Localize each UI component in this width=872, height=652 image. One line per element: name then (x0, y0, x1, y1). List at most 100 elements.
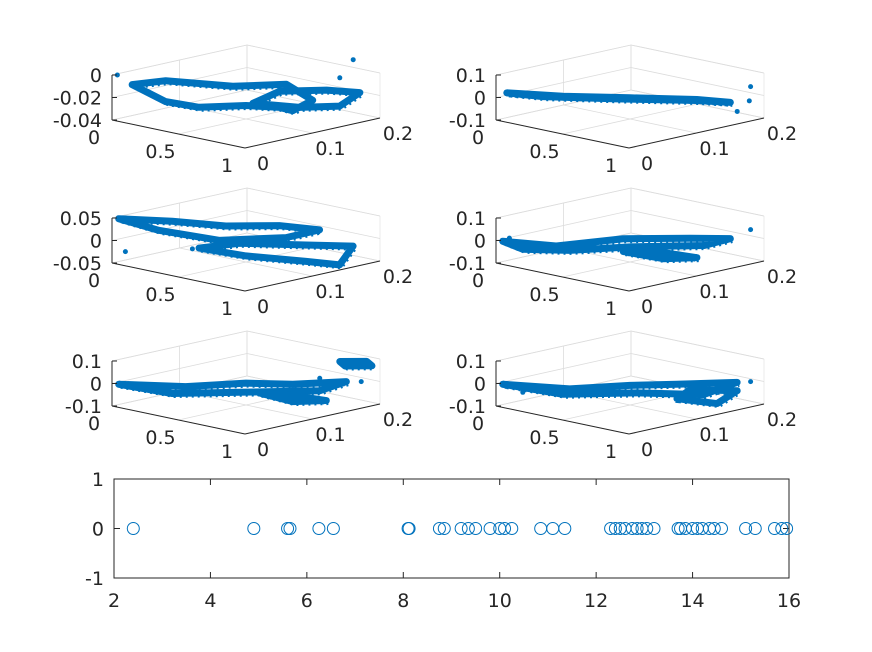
data-point (326, 522, 340, 535)
box-top-edge (111, 330, 381, 362)
point-cloud-band-inner (625, 253, 700, 264)
y-axis-line (495, 262, 630, 292)
y-tick-label: 0.5 (145, 427, 175, 449)
x-tick-label: 10 (488, 590, 512, 612)
x-tick-label: 14 (680, 590, 704, 612)
z-tick-label: -0.02 (53, 88, 102, 110)
x-tick-label: 0.2 (383, 123, 413, 145)
point-cloud-band-inner (504, 383, 740, 400)
data-point (748, 522, 762, 535)
data-point (671, 522, 685, 535)
box-top-edge (495, 187, 765, 219)
x-tick-label: 12 (584, 590, 608, 612)
data-point (461, 522, 475, 535)
z-gridline (111, 330, 381, 362)
x-axis-line (244, 403, 381, 435)
data-point (498, 522, 512, 535)
x-tick-label: 0 (641, 439, 653, 461)
x-tick-label: 0.1 (315, 281, 345, 303)
y-tick-label: 1 (605, 155, 617, 177)
subplot-3d-6: -0.100.100.51 00.10.2 (449, 330, 797, 463)
data-point (454, 522, 468, 535)
x-tick-label: 0.1 (315, 138, 345, 160)
x-tick-label: 0.2 (767, 123, 797, 145)
z-tick-label: -0.1 (449, 396, 486, 418)
z-tick-label: 0 (90, 374, 102, 396)
data-point (707, 522, 721, 535)
point-cloud-band (195, 239, 357, 269)
y-axis-line (495, 119, 630, 149)
data-point (281, 522, 295, 535)
z-tick-label: 0 (474, 88, 486, 110)
data-point (126, 522, 140, 535)
data-point (402, 522, 416, 535)
x-tick-label: 0 (641, 153, 653, 175)
z-tick-label: 0.1 (72, 351, 102, 373)
data-point (647, 522, 661, 535)
y-gridline (178, 246, 314, 278)
x-axis-line (628, 403, 765, 435)
data-point (630, 522, 644, 535)
data-point (739, 522, 753, 535)
y-tick-label: 0 (472, 270, 484, 292)
data-point (114, 72, 120, 78)
point-cloud-band (499, 378, 741, 399)
x-tick-label: 0.1 (315, 424, 345, 446)
y-tick-label: 1 (221, 155, 233, 177)
z-gridline (495, 353, 765, 384)
data-point (625, 522, 639, 535)
x-tick-label: 0.2 (383, 266, 413, 288)
data-point (546, 522, 560, 535)
y-tick-label: 0 (472, 127, 484, 149)
x-tick-label: 0 (257, 296, 269, 318)
y-axis-line (111, 262, 246, 292)
point-cloud-band (115, 215, 324, 244)
subplot-3d-5: -0.100.100.51 00.10.2 (65, 330, 413, 463)
data-point (780, 522, 794, 535)
subplot-bottom: 2 4 6 8 10 12 14 16 -1 0 1 (85, 469, 801, 612)
y-tick-label: 0 (472, 413, 484, 435)
z-tick-label: 0.1 (456, 351, 486, 373)
x-tick-label: 6 (301, 590, 313, 612)
point-cloud-band (619, 248, 701, 263)
y-tick-label: 0.5 (145, 284, 175, 306)
x-tick-label: 0 (257, 153, 269, 175)
y-tick-label: 0 (92, 519, 104, 541)
data-point (247, 522, 261, 535)
data-point (358, 379, 364, 385)
data-point (122, 249, 128, 255)
data-point (401, 522, 415, 535)
point-cloud-band (503, 89, 734, 106)
z-tick-label: -0.1 (449, 110, 486, 132)
data-point (469, 522, 483, 535)
data-point (317, 375, 323, 381)
y-tick-label: 1 (605, 441, 617, 463)
data-point (483, 522, 497, 535)
z-gridline (111, 44, 381, 76)
z-tick-label: 0.05 (60, 208, 102, 230)
x-tick-label: 0.2 (767, 266, 797, 288)
data-point (748, 379, 754, 385)
point-cloud-band-inner (120, 383, 349, 399)
x-tick-label: 0.2 (767, 409, 797, 431)
data-point (768, 522, 782, 535)
point-cloud-band-inner (120, 220, 322, 245)
z-tick-label: 0 (90, 65, 102, 87)
z-tick-label: -0.04 (53, 110, 102, 132)
x-tick-label: 0 (641, 296, 653, 318)
x-tick-label: 4 (204, 590, 216, 612)
z-tick-label: -0.05 (53, 253, 102, 275)
data-point (775, 522, 789, 535)
y-axis-line (495, 405, 630, 435)
point-cloud-band (673, 386, 741, 408)
box-top-edge (111, 44, 381, 76)
y-tick-label: 0 (88, 270, 100, 292)
z-tick-label: 0 (90, 231, 102, 253)
z-tick-label: 0.1 (456, 65, 486, 87)
data-point (520, 389, 526, 395)
data-point (337, 75, 343, 81)
y-tick-label: 1 (221, 441, 233, 463)
